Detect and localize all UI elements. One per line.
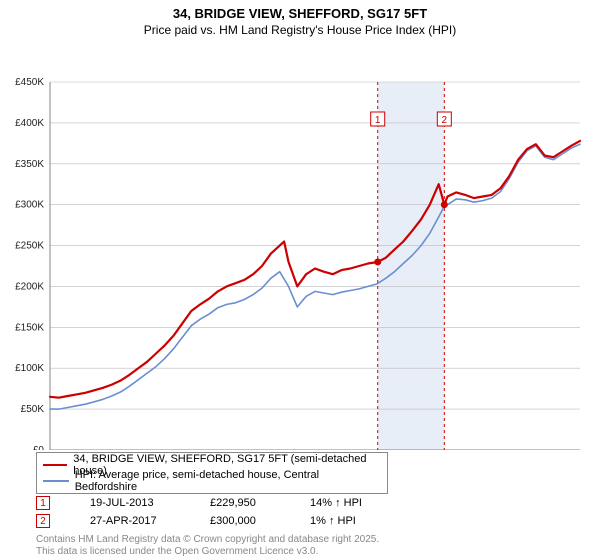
svg-text:£250K: £250K [15, 241, 44, 252]
svg-text:£0: £0 [33, 445, 45, 450]
sale-marker-icon: 2 [36, 514, 50, 528]
legend-item: HPI: Average price, semi-detached house,… [43, 473, 381, 489]
line-chart: £0 £50K £100K £150K £200K £250K £300K £350K £400… [0, 38, 600, 450]
svg-text:2: 2 [442, 115, 448, 126]
svg-text:1: 1 [375, 115, 381, 126]
svg-text:£150K: £150K [15, 323, 44, 334]
svg-text:£50K: £50K [21, 405, 45, 416]
title-address: 34, BRIDGE VIEW, SHEFFORD, SG17 5FT [0, 6, 600, 23]
sales-table: 1 19-JUL-2013£229,95014% ↑ HPI 2 27-APR-201… [36, 494, 410, 530]
sale-delta: 14% ↑ HPI [310, 497, 410, 509]
svg-text:£100K: £100K [15, 364, 44, 375]
sale-price: £229,950 [210, 497, 310, 509]
legend-swatch [43, 480, 69, 482]
sale-delta: 1% ↑ HPI [310, 515, 410, 527]
footer-line-1: Contains HM Land Registry data © Crown c… [36, 534, 379, 546]
footer-line-2: This data is licensed under the Open Gov… [36, 546, 379, 558]
chart-container: 34, BRIDGE VIEW, SHEFFORD, SG17 5FT Pric… [0, 0, 600, 560]
svg-text:£450K: £450K [15, 77, 44, 88]
sale-row: 2 27-APR-2017£300,0001% ↑ HPI [36, 512, 410, 530]
svg-text:£400K: £400K [15, 118, 44, 129]
sale-price: £300,000 [210, 515, 310, 527]
chart-title: 34, BRIDGE VIEW, SHEFFORD, SG17 5FT Pric… [0, 0, 600, 38]
sale-date: 19-JUL-2013 [90, 497, 210, 509]
svg-text:£200K: £200K [15, 282, 44, 293]
svg-text:£300K: £300K [15, 200, 44, 211]
svg-text:£350K: £350K [15, 159, 44, 170]
legend-label: HPI: Average price, semi-detached house,… [75, 469, 381, 493]
title-subtitle: Price paid vs. HM Land Registry's House … [0, 23, 600, 39]
legend: 34, BRIDGE VIEW, SHEFFORD, SG17 5FT (sem… [36, 452, 388, 494]
sale-date: 27-APR-2017 [90, 515, 210, 527]
sale-row: 1 19-JUL-2013£229,95014% ↑ HPI [36, 494, 410, 512]
sale-marker-icon: 1 [36, 496, 50, 510]
attribution-footer: Contains HM Land Registry data © Crown c… [36, 534, 379, 558]
legend-swatch [43, 464, 67, 466]
